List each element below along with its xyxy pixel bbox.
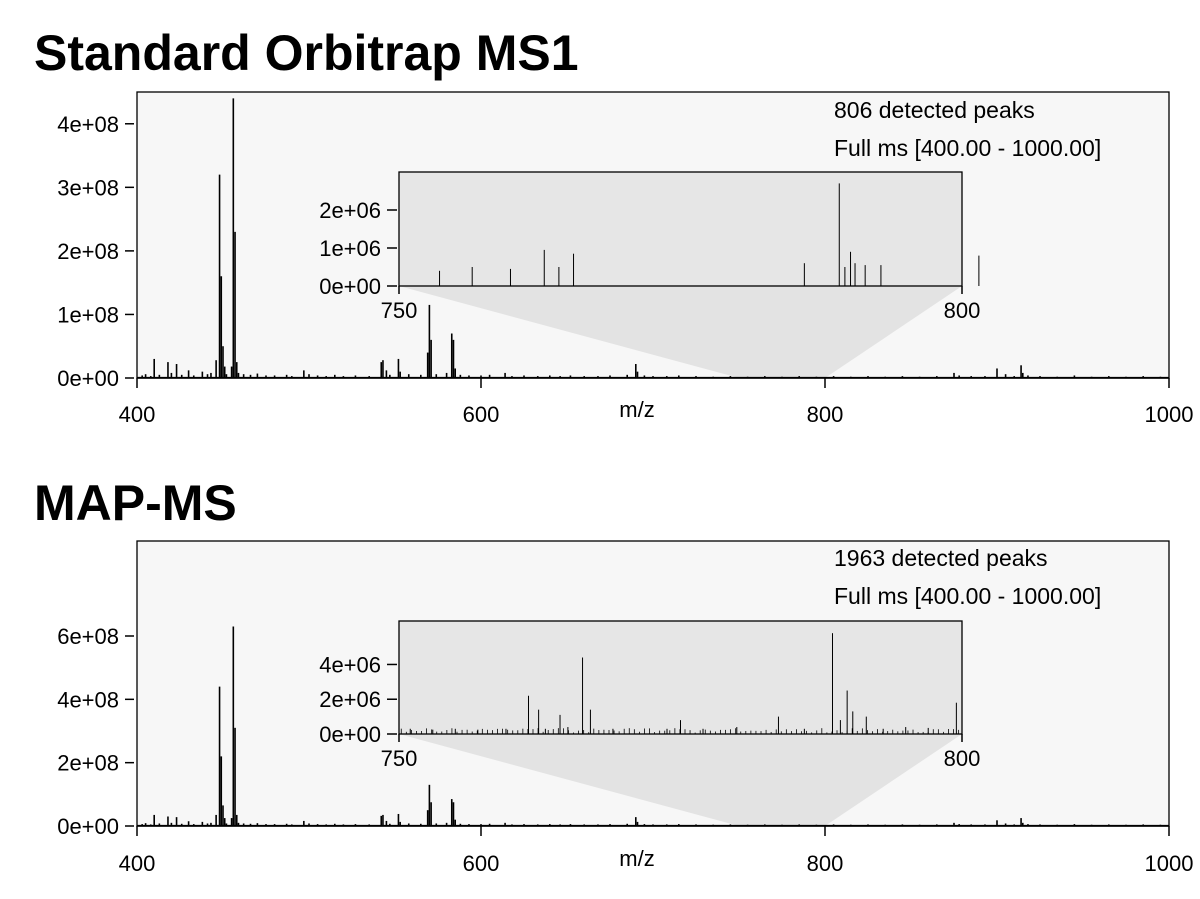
inset-y-tick-label: 2e+06: [319, 198, 381, 223]
inset-y-tick-label: 0e+00: [319, 274, 381, 299]
peak-count-annotation: 806 detected peaks: [834, 97, 1035, 123]
x-axis-label: m/z: [619, 397, 654, 422]
zoom-wedge-1: [399, 734, 962, 826]
inset-plot-area-1: [398, 620, 963, 735]
inset-y-tick-label: 2e+06: [319, 687, 381, 712]
x-tick-label: 600: [463, 851, 500, 876]
inset-x-tick-label: 750: [381, 746, 418, 771]
scan-range-annotation: Full ms [400.00 - 1000.00]: [834, 583, 1101, 609]
y-tick-label: 2e+08: [57, 751, 119, 776]
inset-y-tick-label: 0e+00: [319, 722, 381, 747]
x-tick-label: 1000: [1145, 402, 1194, 427]
y-tick-label: 3e+08: [57, 175, 119, 200]
inset-x-tick-label: 750: [381, 298, 418, 323]
inset-y-tick-label: 1e+06: [319, 236, 381, 261]
y-tick-label: 0e+00: [57, 366, 119, 391]
inset-plot-area-0: [398, 171, 963, 287]
x-tick-label: 400: [119, 402, 156, 427]
chart-title-top: Standard Orbitrap MS1: [34, 25, 579, 81]
y-tick-label: 0e+00: [57, 814, 119, 839]
x-axis-label: m/z: [619, 846, 654, 871]
x-tick-label: 800: [807, 402, 844, 427]
inset-y-tick-label: 4e+06: [319, 652, 381, 677]
scan-range-annotation: Full ms [400.00 - 1000.00]: [834, 135, 1101, 161]
peak-count-annotation: 1963 detected peaks: [834, 545, 1048, 571]
x-tick-label: 1000: [1145, 851, 1194, 876]
x-tick-label: 600: [463, 402, 500, 427]
chart-title-bottom: MAP-MS: [34, 475, 237, 531]
y-tick-label: 6e+08: [57, 624, 119, 649]
inset-x-tick-label: 800: [944, 298, 981, 323]
inset-x-tick-label: 800: [944, 746, 981, 771]
y-tick-label: 1e+08: [57, 302, 119, 327]
y-tick-label: 2e+08: [57, 239, 119, 264]
zoom-wedge-0: [399, 286, 962, 378]
y-tick-label: 4e+08: [57, 687, 119, 712]
x-tick-label: 800: [807, 851, 844, 876]
y-tick-label: 4e+08: [57, 112, 119, 137]
x-tick-label: 400: [119, 851, 156, 876]
